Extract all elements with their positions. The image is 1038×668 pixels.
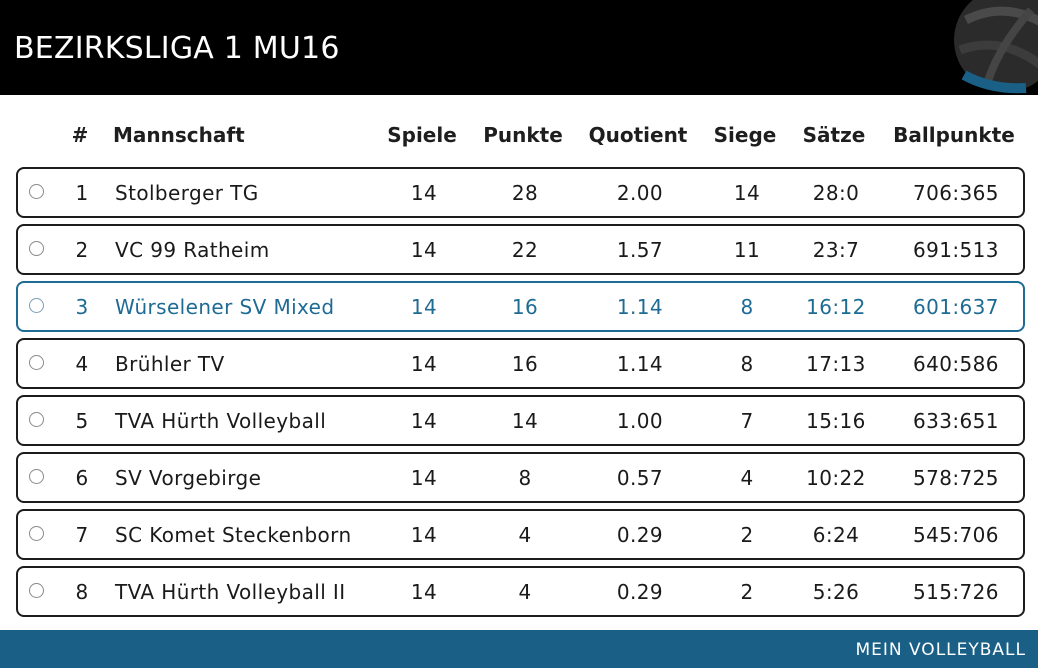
table-header: # Mannschaft Spiele Punkte Quotient Sieg… xyxy=(0,119,1038,151)
row-wins: 7 xyxy=(740,408,754,433)
column-header-team: Mannschaft xyxy=(113,123,245,147)
row-quotient: 0.29 xyxy=(616,522,664,547)
table-row[interactable]: 1 Stolberger TG 14 28 2.00 14 28:0 706:3… xyxy=(16,167,1025,218)
row-sets: 17:13 xyxy=(806,351,866,376)
row-ballpoints: 601:637 xyxy=(913,294,999,319)
row-points: 28 xyxy=(511,180,539,205)
row-radio[interactable] xyxy=(29,583,44,598)
table-row-highlighted[interactable]: 3 Würselener SV Mixed 14 16 1.14 8 16:12… xyxy=(16,281,1025,332)
row-games: 14 xyxy=(410,522,438,547)
row-ballpoints: 706:365 xyxy=(913,180,999,205)
row-points: 4 xyxy=(518,522,532,547)
row-points: 16 xyxy=(511,351,539,376)
row-team: Brühler TV xyxy=(115,351,225,376)
row-wins: 8 xyxy=(740,294,754,319)
row-sets: 6:24 xyxy=(812,522,860,547)
row-ballpoints: 515:726 xyxy=(913,579,999,604)
row-ballpoints: 640:586 xyxy=(913,351,999,376)
app-header: BEZIRKSLIGA 1 MU16 xyxy=(0,0,1038,95)
row-games: 14 xyxy=(410,579,438,604)
table-row[interactable]: 5 TVA Hürth Volleyball 14 14 1.00 7 15:1… xyxy=(16,395,1025,446)
row-games: 14 xyxy=(410,180,438,205)
row-team: SV Vorgebirge xyxy=(115,465,262,490)
column-header-sets: Sätze xyxy=(802,123,866,147)
row-wins: 8 xyxy=(740,351,754,376)
row-sets: 23:7 xyxy=(812,237,860,262)
row-wins: 2 xyxy=(740,522,754,547)
standings-panel: # Mannschaft Spiele Punkte Quotient Sieg… xyxy=(0,95,1038,630)
page-title: BEZIRKSLIGA 1 MU16 xyxy=(14,31,340,66)
row-radio[interactable] xyxy=(29,241,44,256)
row-sets: 5:26 xyxy=(812,579,860,604)
row-wins: 2 xyxy=(740,579,754,604)
row-wins: 4 xyxy=(740,465,754,490)
table-row[interactable]: 2 VC 99 Ratheim 14 22 1.57 11 23:7 691:5… xyxy=(16,224,1025,275)
row-rank: 1 xyxy=(75,180,89,205)
row-team: TVA Hürth Volleyball xyxy=(115,408,327,433)
row-games: 14 xyxy=(410,237,438,262)
table-row[interactable]: 7 SC Komet Steckenborn 14 4 0.29 2 6:24 … xyxy=(16,509,1025,560)
row-team: SC Komet Steckenborn xyxy=(115,522,352,547)
row-team: TVA Hürth Volleyball II xyxy=(115,579,346,604)
row-rank: 8 xyxy=(75,579,89,604)
volleyball-icon xyxy=(954,0,1038,94)
row-rank: 6 xyxy=(75,465,89,490)
row-ballpoints: 633:651 xyxy=(913,408,999,433)
row-radio[interactable] xyxy=(29,469,44,484)
row-wins: 11 xyxy=(733,237,761,262)
column-header-wins: Siege xyxy=(713,123,777,147)
row-points: 4 xyxy=(518,579,532,604)
row-wins: 14 xyxy=(733,180,761,205)
row-games: 14 xyxy=(410,351,438,376)
row-games: 14 xyxy=(410,408,438,433)
row-games: 14 xyxy=(410,294,438,319)
column-header-ballpoints: Ballpunkte xyxy=(893,123,1015,147)
row-rank: 7 xyxy=(75,522,89,547)
row-ballpoints: 578:725 xyxy=(913,465,999,490)
footer-brand-link[interactable]: MEIN VOLLEYBALL xyxy=(855,640,1026,660)
column-header-games: Spiele xyxy=(387,123,457,147)
row-team: Würselener SV Mixed xyxy=(115,294,335,319)
row-rank: 3 xyxy=(75,294,89,319)
table-row[interactable]: 6 SV Vorgebirge 14 8 0.57 4 10:22 578:72… xyxy=(16,452,1025,503)
row-team: Stolberger TG xyxy=(115,180,259,205)
row-sets: 15:16 xyxy=(806,408,866,433)
row-sets: 10:22 xyxy=(806,465,866,490)
table-row[interactable]: 8 TVA Hürth Volleyball II 14 4 0.29 2 5:… xyxy=(16,566,1025,617)
row-radio[interactable] xyxy=(29,412,44,427)
row-radio[interactable] xyxy=(29,526,44,541)
row-radio[interactable] xyxy=(29,184,44,199)
row-sets: 16:12 xyxy=(806,294,866,319)
column-header-points: Punkte xyxy=(483,123,563,147)
row-quotient: 1.00 xyxy=(616,408,664,433)
row-quotient: 1.14 xyxy=(616,294,664,319)
row-quotient: 0.57 xyxy=(616,465,664,490)
row-quotient: 0.29 xyxy=(616,579,664,604)
row-ballpoints: 691:513 xyxy=(913,237,999,262)
row-points: 14 xyxy=(511,408,539,433)
row-radio[interactable] xyxy=(29,298,44,313)
table-row[interactable]: 4 Brühler TV 14 16 1.14 8 17:13 640:586 xyxy=(16,338,1025,389)
app-footer: MEIN VOLLEYBALL xyxy=(0,630,1038,668)
row-quotient: 1.57 xyxy=(616,237,664,262)
row-points: 22 xyxy=(511,237,539,262)
row-quotient: 2.00 xyxy=(616,180,664,205)
row-games: 14 xyxy=(410,465,438,490)
row-sets: 28:0 xyxy=(812,180,860,205)
row-rank: 5 xyxy=(75,408,89,433)
column-header-quotient: Quotient xyxy=(588,123,688,147)
row-quotient: 1.14 xyxy=(616,351,664,376)
row-radio[interactable] xyxy=(29,355,44,370)
row-points: 16 xyxy=(511,294,539,319)
row-team: VC 99 Ratheim xyxy=(115,237,270,262)
row-rank: 4 xyxy=(75,351,89,376)
row-points: 8 xyxy=(518,465,532,490)
row-rank: 2 xyxy=(75,237,89,262)
column-header-rank: # xyxy=(71,123,89,147)
row-ballpoints: 545:706 xyxy=(913,522,999,547)
